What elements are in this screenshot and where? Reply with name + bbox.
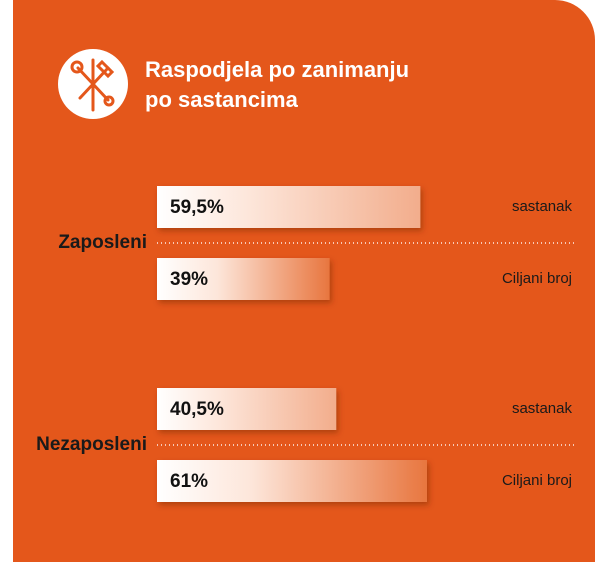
chart-title: Raspodjela po zanimanju po sastancima bbox=[145, 57, 410, 112]
value-label: 40,5% bbox=[170, 399, 224, 420]
icon bbox=[58, 49, 128, 119]
bar bbox=[157, 388, 337, 430]
value-label: 61% bbox=[170, 471, 208, 492]
bar bbox=[157, 258, 330, 300]
series-label: Ciljani broj bbox=[502, 472, 572, 489]
bar bbox=[157, 186, 421, 228]
series-label: sastanak bbox=[512, 400, 573, 417]
category-label: Zaposleni bbox=[58, 232, 147, 253]
value-label: 59,5% bbox=[170, 197, 224, 218]
bar bbox=[157, 460, 427, 502]
value-label: 39% bbox=[170, 269, 208, 290]
title-box: Raspodjela po zanimanju po sastancima bbox=[145, 57, 410, 112]
series-label: Ciljani broj bbox=[502, 270, 572, 287]
category-label: Nezaposleni bbox=[36, 434, 147, 455]
series-label: sastanak bbox=[512, 198, 573, 215]
